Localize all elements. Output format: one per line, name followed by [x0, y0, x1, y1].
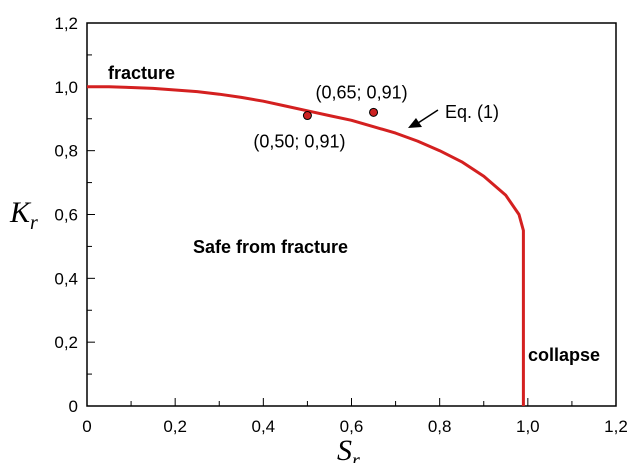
x-tick-labels: 0 0,2 0,4 0,6 0,8 1,0 1,2 [82, 417, 628, 436]
x-axis-title-main: S [337, 434, 352, 463]
x-tick-label: 1,2 [604, 417, 628, 436]
y-axis-title: Kr [9, 196, 38, 234]
data-point [369, 107, 379, 117]
equation-arrow-line [417, 109, 439, 124]
y-tick-label: 0,2 [54, 333, 78, 352]
x-axis-title-sub: r [352, 450, 360, 463]
x-tick-label: 0,8 [428, 417, 452, 436]
x-axis-title: Sr [337, 434, 360, 463]
fad-curve-line [87, 85, 525, 406]
fracture-annotation: fracture [108, 63, 175, 83]
y-axis-title-sub: r [30, 212, 38, 234]
points-layer: (0,50; 0,91) (0,65; 0,91) [253, 82, 407, 151]
equation-annotation: Eq. (1) [445, 102, 499, 122]
y-tick-label: 0 [69, 397, 78, 416]
y-tick-label: 0,6 [54, 206, 78, 225]
y-tick-label: 0,4 [54, 269, 78, 288]
data-point-label: (0,50; 0,91) [253, 132, 345, 152]
y-axis-title-main: K [9, 196, 32, 229]
y-tick-label: 1,2 [54, 14, 78, 33]
safe-region-annotation: Safe from fracture [193, 237, 348, 257]
y-tick-label: 1,0 [54, 78, 78, 97]
equation-arrow-head [408, 118, 422, 128]
data-point [302, 111, 312, 121]
x-tick-label: 1,0 [516, 417, 540, 436]
series-layer [87, 85, 525, 406]
x-tick-label: 0,4 [252, 417, 276, 436]
x-tick-label: 0 [82, 417, 91, 436]
data-point-label: (0,65; 0,91) [316, 82, 408, 102]
y-tick-label: 0,8 [54, 142, 78, 161]
y-tick-labels: 0 0,2 0,4 0,6 0,8 1,0 1,2 [54, 14, 78, 416]
collapse-annotation: collapse [528, 345, 600, 365]
x-tick-label: 0,2 [163, 417, 187, 436]
x-tick-label: 0,6 [340, 417, 364, 436]
